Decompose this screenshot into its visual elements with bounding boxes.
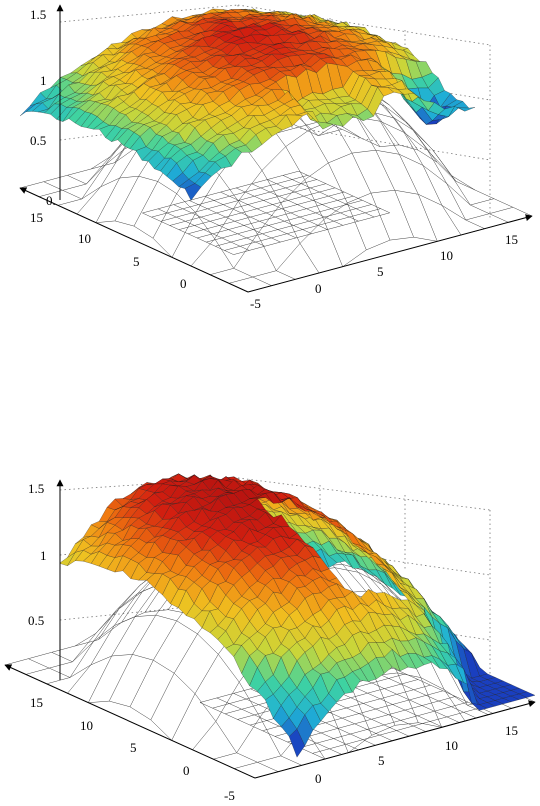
y-tick-label: 0 bbox=[180, 276, 187, 291]
floor-grid-line bbox=[251, 183, 344, 226]
z-tick-label: 0. bbox=[46, 193, 56, 208]
y-axis-bottom bbox=[4, 664, 256, 779]
y-tick-label: 5 bbox=[133, 254, 140, 269]
tick-labels-bottom: 1.5 1 0.5 15 10 5 0 -5 0 5 10 15 bbox=[28, 481, 518, 803]
x-axis-top bbox=[247, 214, 533, 293]
wireframe-line bbox=[303, 111, 533, 217]
wireframe-line bbox=[280, 112, 509, 223]
floor-grid-line bbox=[160, 179, 317, 222]
x-tick-label: -5 bbox=[250, 296, 261, 311]
axes-top bbox=[19, 4, 533, 293]
y-tick-label: 15 bbox=[30, 695, 43, 710]
y-tick-label: 15 bbox=[30, 210, 43, 225]
x-tick-label: 5 bbox=[378, 753, 385, 768]
floor-grid-line bbox=[282, 175, 375, 218]
x-tick-label: 10 bbox=[445, 738, 458, 753]
colored-surface-top bbox=[19, 8, 476, 201]
floor-grid-line bbox=[169, 183, 327, 226]
y-tick-label: 0 bbox=[183, 763, 190, 778]
x-tick-label: 15 bbox=[505, 723, 518, 738]
x-tick-label: 0 bbox=[315, 281, 322, 296]
surface-facet bbox=[458, 107, 476, 112]
z-tick-label: 1.5 bbox=[30, 7, 46, 22]
x-tick-label: 0 bbox=[315, 771, 322, 786]
floor-grid-line bbox=[187, 191, 345, 235]
z-tick-label: 0.5 bbox=[28, 613, 44, 628]
tick-labels-top: 1.5 1 0.5 0. 15 10 5 0 -5 0 5 10 15 bbox=[30, 7, 518, 311]
z-tick-label: 1.5 bbox=[28, 481, 44, 496]
floor-grid-line bbox=[236, 187, 328, 230]
colored-surface-bottom bbox=[59, 473, 536, 758]
floor-grid-line bbox=[178, 187, 336, 230]
x-tick-label: 15 bbox=[505, 232, 518, 247]
y-tick-label: 5 bbox=[130, 740, 137, 755]
x-tick-label: 10 bbox=[440, 248, 453, 263]
surface-facet bbox=[518, 691, 536, 698]
z-tick-label: 0.5 bbox=[30, 133, 46, 148]
surface-plot-top: 1.5 1 0.5 0. 15 10 5 0 -5 0 5 10 15 bbox=[19, 4, 533, 311]
floor-grid-line bbox=[151, 175, 308, 218]
y-tick-label: -5 bbox=[224, 788, 235, 803]
floor-grid-line bbox=[233, 212, 390, 255]
z-tick-label: 1 bbox=[40, 548, 47, 563]
x-tick-label: 5 bbox=[377, 264, 384, 279]
y-tick-label: 10 bbox=[80, 718, 93, 733]
y-tick-label: 10 bbox=[78, 231, 91, 246]
floor-grid-line bbox=[298, 170, 390, 214]
x-axis-bottom bbox=[254, 700, 536, 779]
axes-bottom bbox=[4, 479, 536, 779]
surface-plot-bottom: 1.5 1 0.5 15 10 5 0 -5 0 5 10 15 bbox=[4, 473, 536, 803]
floor-grid-line bbox=[267, 179, 359, 222]
floor-grid-line bbox=[142, 170, 299, 214]
y-axis-top bbox=[19, 187, 249, 293]
z-tick-label: 1 bbox=[40, 73, 47, 88]
